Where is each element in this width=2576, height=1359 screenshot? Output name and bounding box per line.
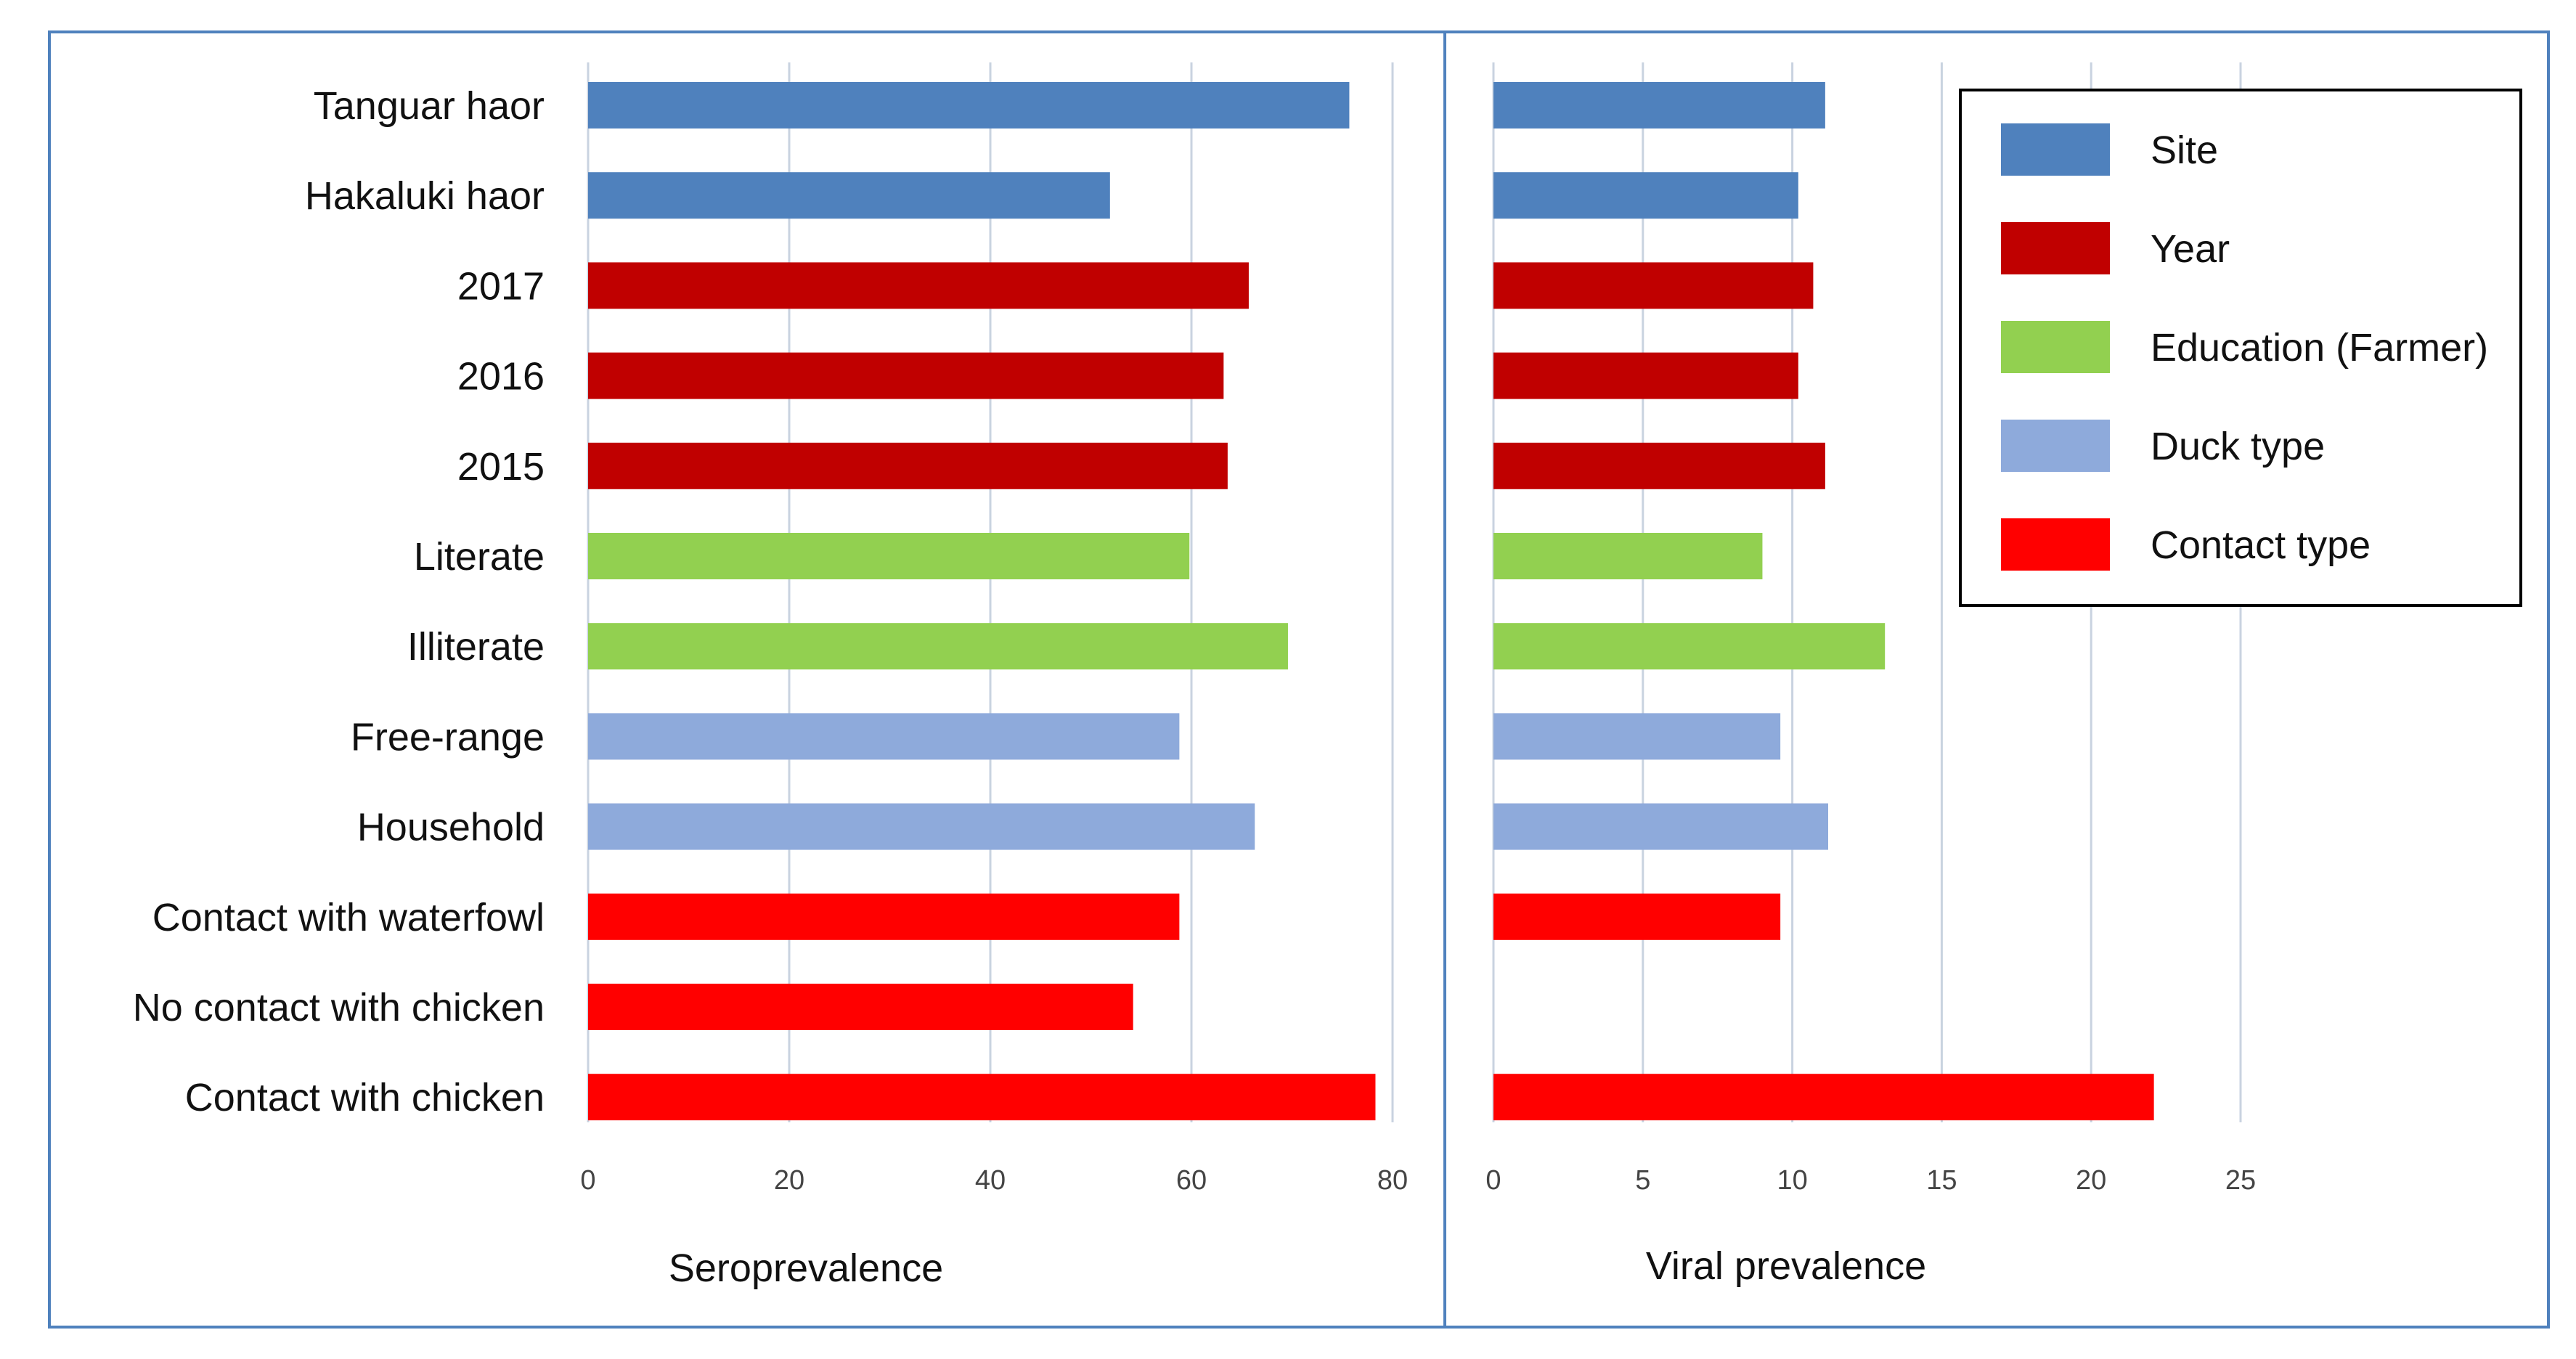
viral-prevalence-bar-hakaluki-haor — [1493, 172, 1798, 219]
legend-swatch-duck-type — [2001, 420, 2110, 472]
legend-label-contact-type: Contact type — [2151, 523, 2371, 567]
viral-prevalence-tick-label: 15 — [1926, 1165, 1957, 1196]
viral-prevalence-tick-label: 10 — [1777, 1165, 1807, 1196]
viral-prevalence-tick-label: 25 — [2225, 1165, 2256, 1196]
seroprevalence-bar-hakaluki-haor — [588, 172, 1110, 219]
category-label-2016: 2016 — [457, 355, 545, 399]
category-label-illiterate: Illiterate — [407, 625, 545, 669]
seroprevalence-bar-tanguar-haor — [588, 82, 1350, 128]
seroprevalence-panel: 0 20 40 60 80 Tanguar haor Hakaluki haor 2017 20… — [133, 62, 1408, 1196]
viral-prevalence-tick-label: 20 — [2076, 1165, 2106, 1196]
category-label-2017: 2017 — [457, 264, 545, 308]
legend-swatch-contact-type — [2001, 518, 2110, 571]
category-label-no-contact-with-chicken: No contact with chicken — [133, 986, 545, 1029]
figure-frame — [48, 30, 2550, 1329]
legend-swatch-year — [2001, 222, 2110, 274]
legend: Site Year Education (Farmer) Duck type Conta… — [1959, 89, 2522, 607]
category-label-household: Household — [357, 806, 545, 849]
viral-prevalence-bar-2017 — [1493, 262, 1814, 309]
seroprevalence-bar-2016 — [588, 352, 1224, 399]
seroprevalence-bar-contact-with-chicken — [588, 1074, 1376, 1121]
seroprevalence-tick-label: 20 — [774, 1165, 804, 1196]
legend-swatch-site — [2001, 123, 2110, 176]
viral-prevalence-tick-label: 5 — [1635, 1165, 1650, 1196]
seroprevalence-bar-literate — [588, 533, 1190, 579]
category-label-contact-with-waterfowl: Contact with waterfowl — [152, 896, 545, 939]
legend-label-year: Year — [2151, 227, 2230, 271]
seroprevalence-bar-2017 — [588, 262, 1249, 309]
viral-prevalence-bar-illiterate — [1493, 623, 1886, 670]
category-label-free-range: Free-range — [351, 715, 545, 759]
viral-prevalence-bar-household — [1493, 803, 1828, 850]
viral-prevalence-axis-title: Viral prevalence — [1646, 1244, 1926, 1288]
category-label-hakaluki-haor: Hakaluki haor — [305, 174, 545, 218]
legend-label-education-farmer: Education (Farmer) — [2151, 326, 2488, 370]
seroprevalence-axis-title: Seroprevalence — [669, 1246, 943, 1290]
viral-prevalence-bar-2016 — [1493, 352, 1798, 399]
viral-prevalence-bar-contact-with-chicken — [1493, 1074, 2154, 1121]
seroprevalence-tick-label: 60 — [1176, 1165, 1207, 1196]
seroprevalence-tick-label: 80 — [1377, 1165, 1408, 1196]
seroprevalence-bar-illiterate — [588, 623, 1288, 670]
seroprevalence-bar-free-range — [588, 713, 1180, 760]
seroprevalence-tick-label: 0 — [580, 1165, 595, 1196]
viral-prevalence-bar-literate — [1493, 533, 1763, 579]
legend-swatch-education-farmer — [2001, 321, 2110, 373]
category-label-contact-with-chicken: Contact with chicken — [185, 1076, 545, 1119]
seroprevalence-bar-2015 — [588, 442, 1228, 489]
viral-prevalence-bar-free-range — [1493, 713, 1781, 760]
viral-prevalence-bar-2015 — [1493, 442, 1825, 489]
seroprevalence-bar-no-contact-with-chicken — [588, 984, 1133, 1030]
viral-prevalence-bar-tanguar-haor — [1493, 82, 1825, 128]
viral-prevalence-tick-label: 0 — [1485, 1165, 1501, 1196]
seroprevalence-bar-household — [588, 803, 1255, 850]
category-label-2015: 2015 — [457, 445, 545, 489]
legend-label-duck-type: Duck type — [2151, 425, 2325, 468]
viral-prevalence-bar-contact-with-waterfowl — [1493, 893, 1781, 940]
legend-label-site: Site — [2151, 128, 2218, 172]
category-label-literate: Literate — [414, 535, 545, 579]
viral-prevalence-panel: 0 5 10 15 20 25 — [1485, 62, 2256, 1196]
category-label-tanguar-haor: Tanguar haor — [314, 84, 545, 128]
seroprevalence-tick-label: 40 — [975, 1165, 1006, 1196]
seroprevalence-bar-contact-with-waterfowl — [588, 893, 1180, 940]
